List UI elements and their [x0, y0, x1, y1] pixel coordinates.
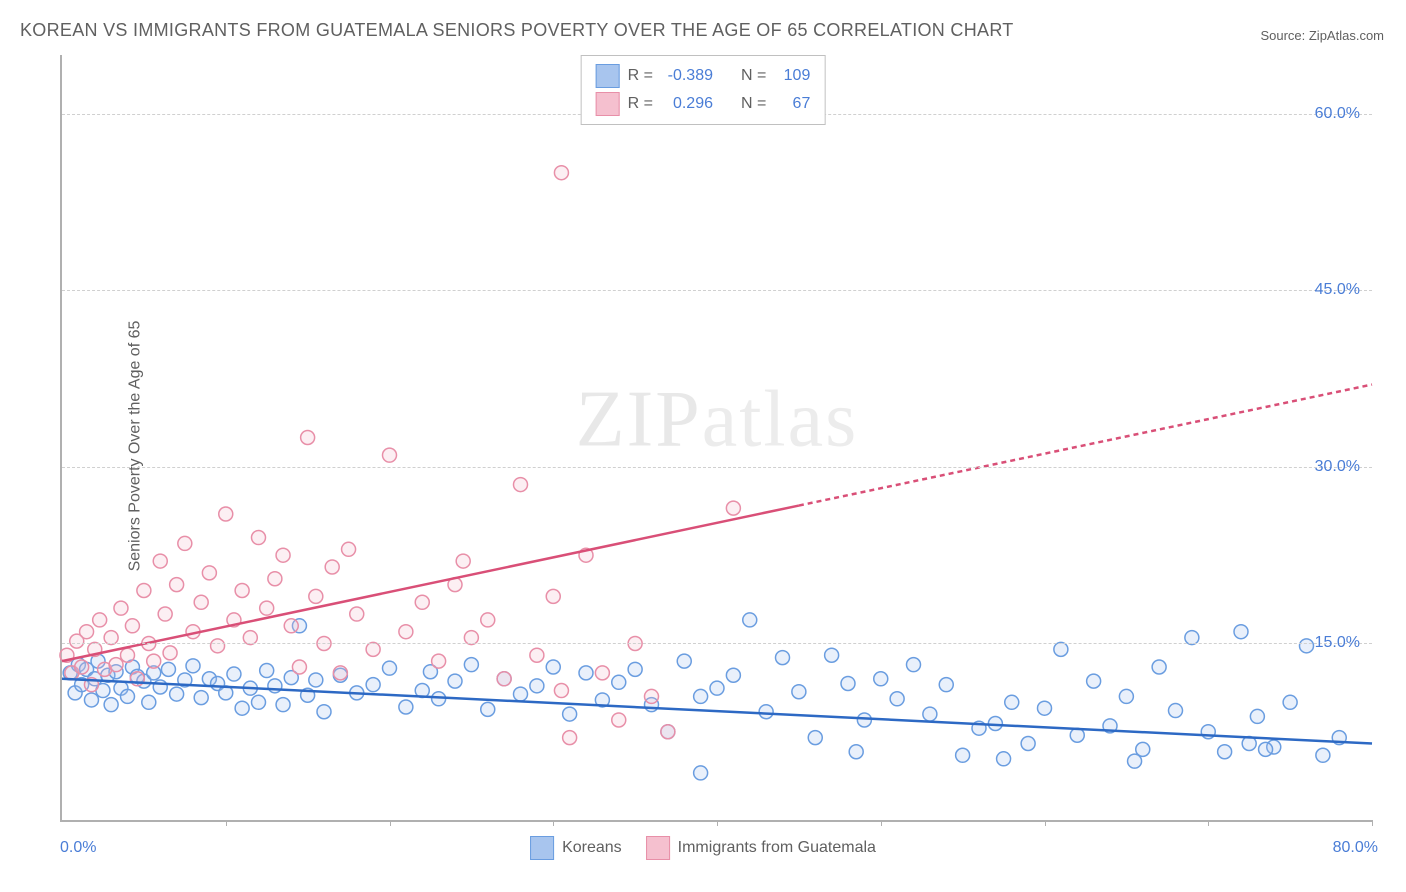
stats-r-label-1: R =	[628, 67, 653, 85]
plot-area: ZIPatlas 15.0%30.0%45.0%60.0%	[60, 55, 1372, 822]
y-tick-label: 60.0%	[1315, 105, 1360, 123]
stats-n-label-2: N =	[741, 95, 766, 113]
source-label: Source: ZipAtlas.com	[1260, 28, 1384, 43]
legend-swatch-1	[530, 836, 554, 860]
legend-item-1: Koreans	[530, 836, 622, 860]
chart-container: KOREAN VS IMMIGRANTS FROM GUATEMALA SENI…	[0, 0, 1406, 892]
stats-n-value-1: 109	[774, 67, 810, 85]
legend-item-2: Immigrants from Guatemala	[646, 836, 876, 860]
stats-row-1: R = -0.389 N = 109	[596, 62, 811, 90]
stats-n-value-2: 67	[774, 95, 810, 113]
plot-svg	[62, 55, 1372, 820]
x-max-label: 80.0%	[1333, 839, 1378, 857]
stats-r-value-2: 0.296	[661, 95, 713, 113]
chart-title: KOREAN VS IMMIGRANTS FROM GUATEMALA SENI…	[20, 20, 1014, 41]
y-tick-label: 30.0%	[1315, 458, 1360, 476]
stats-swatch-2	[596, 92, 620, 116]
y-tick-label: 45.0%	[1315, 281, 1360, 299]
stats-row-2: R = 0.296 N = 67	[596, 90, 811, 118]
stats-swatch-1	[596, 64, 620, 88]
y-tick-label: 15.0%	[1315, 634, 1360, 652]
stats-n-label-1: N =	[741, 67, 766, 85]
legend-label-1: Koreans	[562, 839, 622, 857]
x-origin-label: 0.0%	[60, 839, 96, 857]
legend-label-2: Immigrants from Guatemala	[678, 839, 876, 857]
legend-bottom: Koreans Immigrants from Guatemala	[530, 836, 876, 860]
stats-r-value-1: -0.389	[661, 67, 713, 85]
stats-r-label-2: R =	[628, 95, 653, 113]
stats-box: R = -0.389 N = 109 R = 0.296 N = 67	[581, 55, 826, 125]
legend-swatch-2	[646, 836, 670, 860]
